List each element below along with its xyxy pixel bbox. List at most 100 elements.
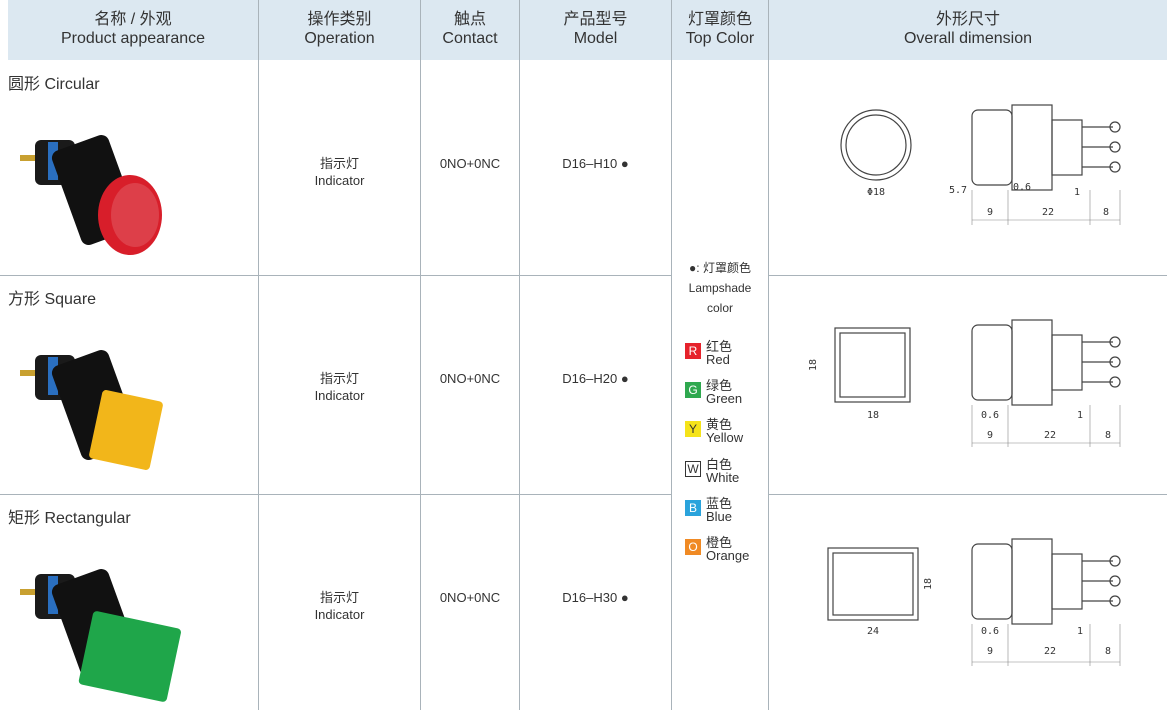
color-swatch: B [685, 500, 701, 516]
color-zh: 绿色 [706, 378, 733, 393]
color-swatch: R [685, 343, 701, 359]
contact: 0NO+0NC [439, 156, 501, 171]
header-cell: 外形尺寸 Overall dimension [769, 0, 1167, 60]
legend-subtitle: Lampshade color [688, 281, 752, 315]
product-image [20, 135, 162, 255]
dimension-drawing: 18 18 0.6 1 9 22 8 [808, 319, 1121, 447]
dimension-drawing: Φ18 5.7 0.6 1 9 22 8 [840, 104, 1121, 225]
color-zh: 蓝色 [706, 496, 733, 511]
color-en: Yellow [706, 430, 744, 445]
dimension-label: 1 [1074, 187, 1080, 198]
header-en: Model [573, 30, 618, 47]
header-zh: 外形尺寸 [935, 11, 1000, 28]
header-en: Operation [304, 30, 375, 47]
header-cell: 产品型号 Model [520, 0, 671, 60]
color-en: Blue [706, 509, 733, 524]
dimension-label: 1 [1077, 626, 1083, 637]
dimension-label: 0.6 [981, 410, 999, 421]
operation-en: Indicator [314, 173, 365, 188]
header-zh: 触点 [453, 11, 486, 28]
model: D16–H20 ● [562, 371, 629, 386]
color-swatch: O [685, 539, 701, 555]
header-cell: 灯罩颜色 Top Color [672, 0, 768, 60]
dimension-label: 18 [923, 578, 934, 590]
color-swatch: G [685, 382, 701, 398]
header-zh: 产品型号 [563, 11, 628, 28]
dimension-label: 22 [1042, 207, 1054, 218]
dimension-label: 9 [987, 207, 993, 218]
dimension-label: 24 [867, 626, 879, 637]
shape-name: 矩形 Rectangular [8, 510, 131, 527]
shape-name: 圆形 Circular [8, 76, 100, 93]
operation-zh: 指示灯 [319, 590, 359, 605]
dimension-drawing: 18 24 0.6 1 9 22 8 [827, 538, 1121, 666]
dimension-label: 18 [808, 359, 819, 371]
color-en: Green [706, 391, 743, 406]
contact: 0NO+0NC [439, 590, 501, 605]
operation: 指示灯 Indicator [259, 589, 420, 623]
header-cell: 名称 / 外观 Product appearance [8, 0, 258, 60]
color-en: Red [706, 352, 730, 367]
dimension-label: 18 [867, 410, 879, 421]
dimension-label: 22 [1044, 430, 1056, 441]
divider [768, 0, 769, 710]
header-en: Overall dimension [903, 30, 1033, 47]
legend-head: ●: 灯罩颜色 Lampshade color [672, 258, 768, 318]
divider [420, 0, 421, 710]
product-cap [78, 611, 181, 702]
legend-item: Y 黄色 Yellow [685, 418, 743, 444]
header-en: Product appearance [60, 30, 206, 47]
model: D16–H10 ● [562, 156, 629, 171]
contact: 0NO+0NC [439, 371, 501, 386]
operation: 指示灯 Indicator [259, 370, 420, 404]
product-cap [98, 175, 162, 255]
dimension-label: 22 [1044, 646, 1056, 657]
header-cell: 触点 Contact [421, 0, 519, 60]
color-swatch: W [685, 461, 701, 477]
operation-zh: 指示灯 [319, 371, 359, 386]
shape-name: 方形 Square [8, 291, 97, 308]
legend-item: R 红色 Red [685, 340, 732, 366]
color-zh: 红色 [706, 339, 733, 354]
operation-zh: 指示灯 [319, 156, 359, 171]
color-en: White [706, 470, 740, 485]
divider [0, 275, 671, 276]
dimension-label: Φ18 [867, 187, 885, 198]
product-cap [89, 390, 163, 470]
divider [258, 0, 259, 710]
color-zh: 橙色 [706, 535, 733, 550]
legend-item: W 白色 White [685, 458, 739, 484]
dimension-label: 5.7 [949, 185, 967, 196]
header-en: Contact [442, 30, 498, 47]
dimension-label: 9 [987, 646, 993, 657]
divider [768, 494, 1167, 495]
dimension-label: 8 [1105, 430, 1111, 441]
legend-item: O 橙色 Orange [685, 536, 749, 562]
dimension-label: 9 [987, 430, 993, 441]
divider [0, 494, 671, 495]
legend-title: ●: 灯罩颜色 [689, 261, 751, 275]
divider [671, 0, 672, 710]
color-en: Orange [706, 548, 750, 563]
header-cell: 操作类别 Operation [259, 0, 420, 60]
header-en: Top Color [685, 30, 755, 47]
dimension-label: 8 [1105, 646, 1111, 657]
product-image [20, 569, 181, 702]
operation: 指示灯 Indicator [259, 155, 420, 189]
color-swatch: Y [685, 421, 701, 437]
color-zh: 白色 [706, 457, 733, 472]
divider [768, 275, 1167, 276]
legend-item: B 蓝色 Blue [685, 497, 732, 523]
operation-en: Indicator [314, 388, 365, 403]
product-image [20, 350, 163, 470]
header-zh: 操作类别 [307, 11, 372, 28]
divider [519, 0, 520, 710]
dimension-label: 0.6 [1013, 182, 1031, 193]
dimension-label: 1 [1077, 410, 1083, 421]
operation-en: Indicator [314, 607, 365, 622]
header-zh: 名称 / 外观 [94, 11, 172, 28]
dimension-label: 8 [1103, 207, 1109, 218]
dimension-label: 0.6 [981, 626, 999, 637]
legend-item: G 绿色 Green [685, 379, 742, 405]
